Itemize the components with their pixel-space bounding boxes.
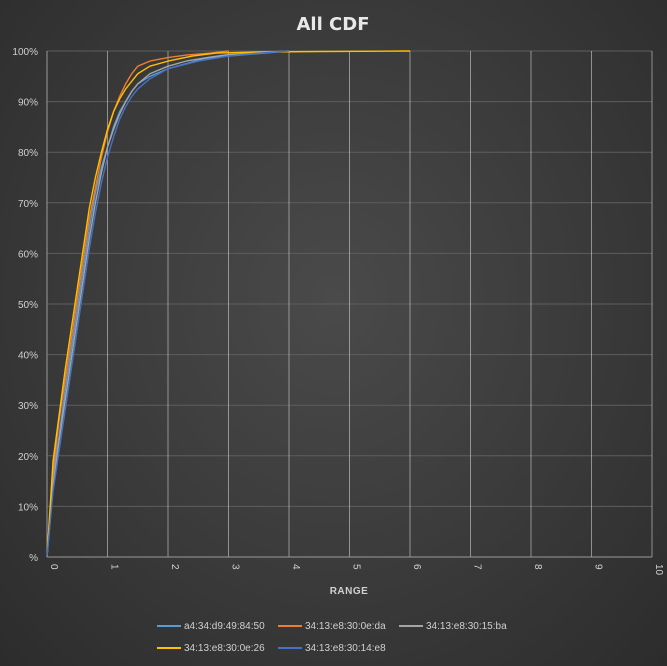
y-tick-label: 10% — [18, 502, 38, 513]
x-tick-label: 2 — [169, 564, 180, 570]
y-tick-label: 50% — [18, 300, 38, 311]
x-tick-labels: 0 1 2 3 4 5 6 7 8 9 10 — [48, 564, 664, 576]
legend-entry-label: a4:34:d9:49:84:50 — [184, 621, 265, 632]
series-line-5 — [46, 50, 290, 558]
y-tick-label: 70% — [18, 199, 38, 210]
chart-title: All CDF — [297, 14, 370, 35]
legend-entry-label: 34:13:e8:30:0e:26 — [184, 643, 265, 654]
legend: a4:34:d9:49:84:50 34:13:e8:30:0e:da 34:13:… — [157, 621, 507, 654]
x-tick-label: 0 — [48, 564, 59, 570]
y-tick-label: 60% — [18, 249, 38, 260]
legend-entry-label: 34:13:e8:30:15:ba — [426, 621, 507, 632]
x-tick-label: 7 — [472, 564, 483, 570]
y-tick-label: % — [29, 553, 38, 564]
x-tick-label: 8 — [532, 564, 543, 570]
x-tick-label: 9 — [593, 564, 604, 570]
x-tick-label: 1 — [109, 564, 120, 570]
x-axis-label: RANGE — [330, 586, 369, 597]
x-tick-label: 10 — [653, 564, 664, 576]
grid-lines — [47, 50, 653, 557]
y-tick-labels: % 10% 20% 30% 40% 50% 60% 70% 80% 90% 100% — [12, 47, 38, 564]
legend-entry-label: 34:13:e8:30:0e:da — [305, 621, 386, 632]
axes — [46, 51, 652, 558]
x-tick-label: 4 — [290, 564, 301, 570]
y-tick-label: 80% — [18, 148, 38, 159]
series-line-4 — [46, 50, 411, 558]
x-tick-label: 5 — [351, 564, 362, 570]
y-tick-label: 90% — [18, 98, 38, 109]
y-tick-label: 100% — [12, 47, 38, 58]
y-tick-label: 30% — [18, 401, 38, 412]
x-tick-label: 6 — [411, 564, 422, 570]
y-tick-label: 40% — [18, 351, 38, 362]
series-line-3 — [46, 50, 290, 558]
y-tick-label: 20% — [18, 452, 38, 463]
legend-entry-label: 34:13:e8:30:14:e8 — [305, 643, 386, 654]
series-lines — [46, 50, 411, 558]
x-tick-label: 3 — [230, 564, 241, 570]
